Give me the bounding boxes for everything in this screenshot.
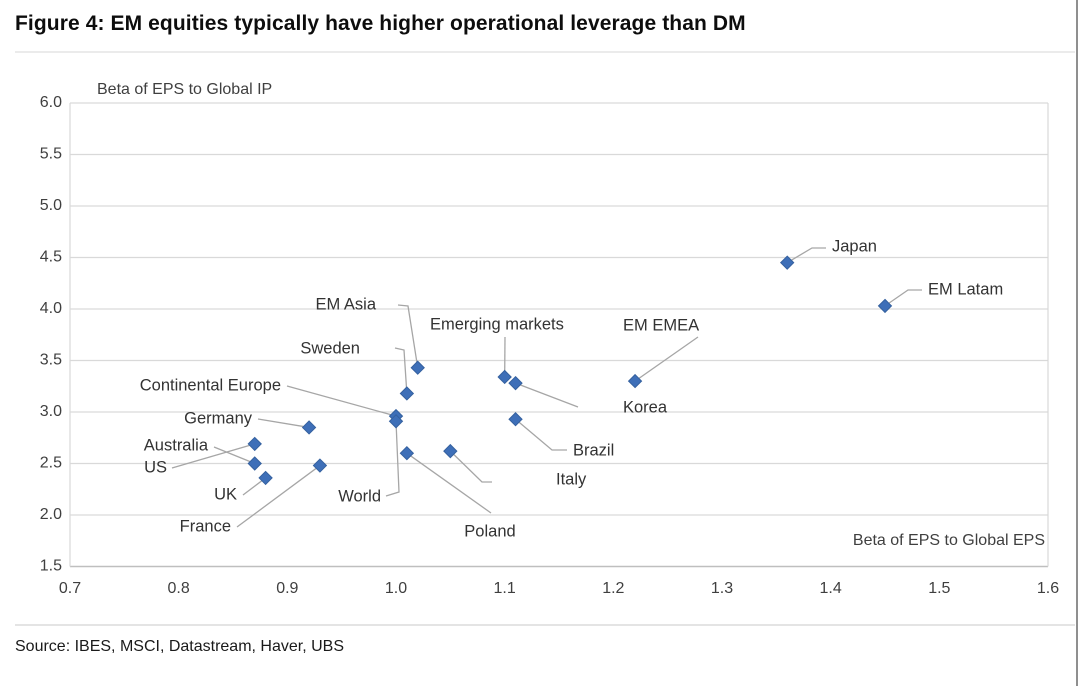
x-tick-label: 1.4 [820, 580, 842, 597]
point-label: World [338, 487, 381, 505]
title-divider [15, 51, 1075, 53]
x-tick-label: 1.6 [1037, 580, 1059, 597]
data-point [388, 414, 404, 429]
leader-line [406, 452, 492, 514]
leader-line [786, 247, 826, 264]
data-point [877, 298, 893, 314]
x-tick-label: 1.1 [494, 580, 516, 597]
data-point [779, 255, 795, 270]
point-label: Japan [832, 237, 877, 255]
leader-line [884, 289, 922, 307]
data-point [410, 360, 425, 375]
leader-line [286, 385, 397, 417]
y-tick-label: 6.0 [40, 94, 62, 111]
source-text: Source: IBES, MSCI, Datastream, Haver, U… [15, 638, 344, 655]
leader-line [634, 336, 699, 382]
point-label: Sweden [300, 339, 360, 357]
x-tick-label: 0.7 [59, 580, 81, 597]
leader-line [257, 418, 310, 429]
x-tick-label: 1.3 [711, 580, 733, 597]
source-divider [15, 624, 1075, 626]
point-label: Emerging markets [430, 315, 564, 333]
point-label: Korea [623, 398, 668, 416]
data-point [247, 436, 262, 452]
point-label: France [180, 517, 231, 535]
y-tick-label: 5.0 [40, 197, 62, 214]
figure-title: Figure 4: EM equities typically have hig… [15, 12, 746, 35]
data-point [443, 443, 458, 459]
y-tick-label: 1.5 [40, 558, 62, 575]
leader-line [397, 304, 419, 368]
y-tick-label: 2.5 [40, 455, 62, 472]
y-tick-label: 4.0 [40, 300, 62, 317]
point-label: Germany [184, 409, 253, 427]
leader-line [515, 418, 567, 451]
point-label: UK [214, 485, 237, 503]
point-label: Poland [464, 522, 515, 540]
x-tick-label: 1.5 [928, 580, 950, 597]
point-label: Australia [144, 436, 209, 454]
y-tick-label: 3.0 [40, 403, 62, 420]
data-point [258, 470, 273, 486]
leader-line [213, 446, 255, 465]
point-label: EM Latam [928, 280, 1003, 298]
x-axis-title: Beta of EPS to Global EPS [853, 532, 1045, 549]
data-point [399, 445, 415, 461]
y-tick-label: 2.0 [40, 506, 62, 523]
data-point [399, 386, 415, 401]
data-point [508, 412, 523, 427]
leader-line [394, 347, 408, 394]
point-label: Italy [556, 470, 587, 488]
leader-line [385, 421, 400, 497]
data-point [301, 420, 317, 435]
x-tick-label: 0.9 [276, 580, 298, 597]
leader-line [515, 382, 579, 408]
data-point [627, 373, 643, 389]
y-tick-label: 4.5 [40, 249, 62, 266]
y-axis-title: Beta of EPS to Global IP [97, 81, 272, 98]
leader-line [236, 465, 321, 528]
x-tick-label: 1.2 [602, 580, 624, 597]
x-tick-label: 1.0 [385, 580, 407, 597]
data-point [508, 375, 523, 391]
leader-line [171, 443, 255, 469]
point-label: EM Asia [315, 295, 376, 313]
y-tick-label: 3.5 [40, 352, 62, 369]
window-edge-line [1076, 0, 1078, 686]
data-point [497, 369, 512, 385]
point-label: US [144, 458, 167, 476]
x-tick-label: 0.8 [168, 580, 190, 597]
data-point [312, 458, 328, 473]
leader-line [449, 450, 492, 483]
data-point [247, 456, 262, 471]
point-label: EM EMEA [623, 316, 699, 334]
y-tick-label: 5.5 [40, 146, 62, 163]
point-label: Brazil [573, 441, 614, 459]
point-label: Continental Europe [140, 376, 281, 394]
